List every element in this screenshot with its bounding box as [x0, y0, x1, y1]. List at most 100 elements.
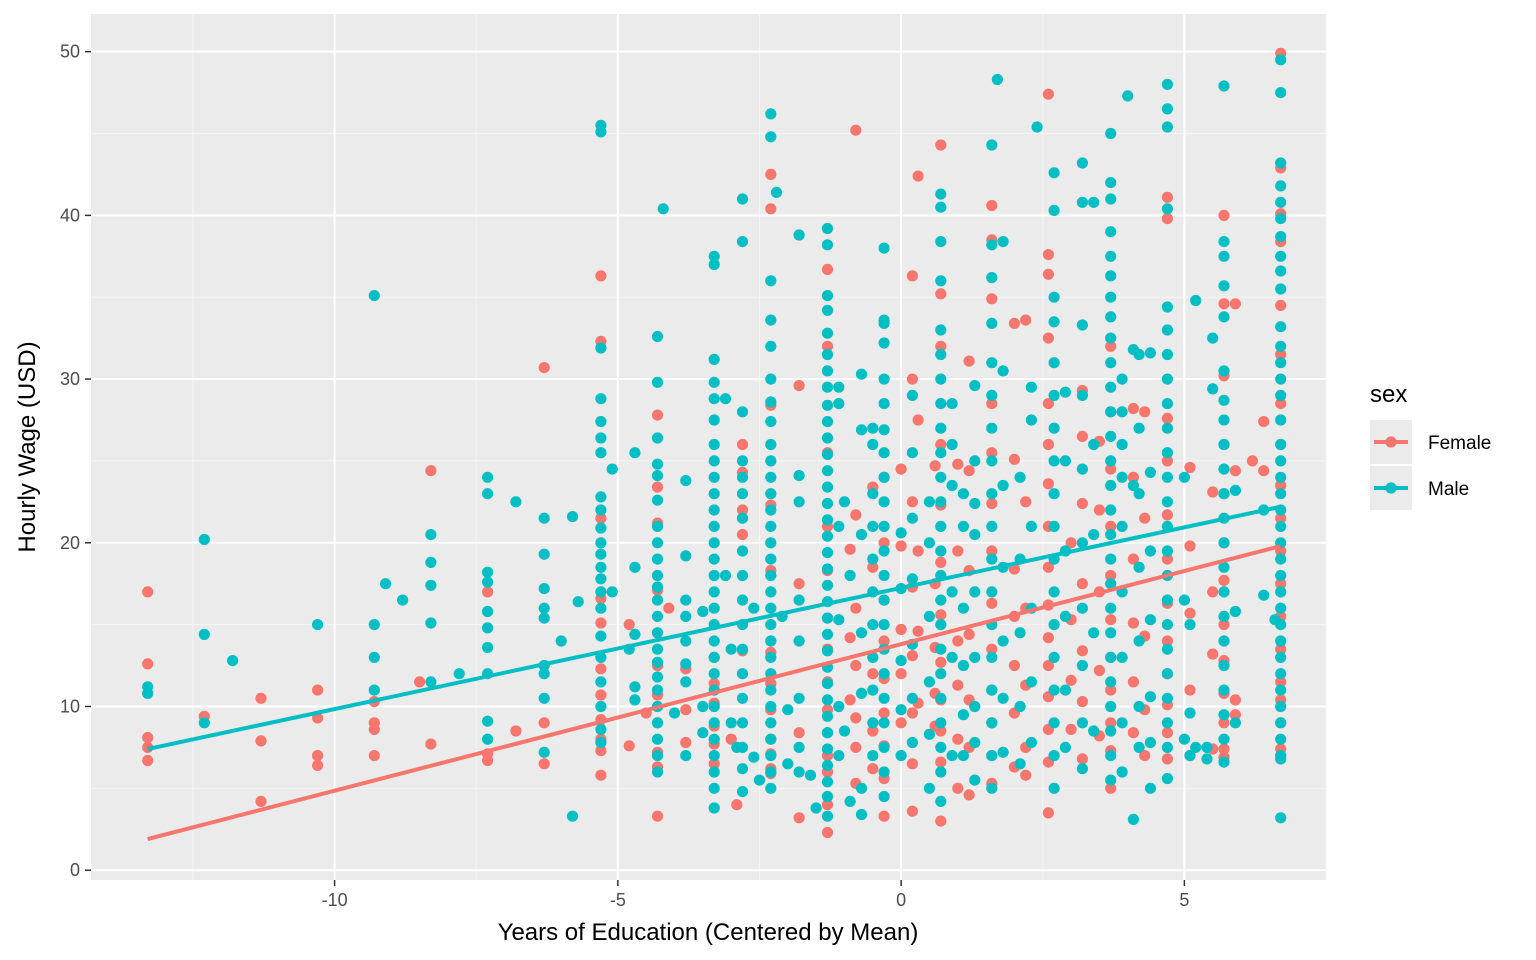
x-tick-label: -5 [610, 890, 626, 910]
data-point [1105, 504, 1117, 516]
data-point [821, 514, 834, 526]
data-point [1275, 520, 1287, 533]
data-point [595, 700, 607, 713]
data-point [935, 422, 947, 434]
data-point [793, 727, 805, 739]
data-point [1133, 348, 1145, 361]
data-point [1133, 422, 1145, 434]
data-point [1275, 265, 1287, 277]
data-point [1127, 553, 1139, 565]
data-point [1127, 617, 1139, 629]
data-point [680, 736, 692, 749]
data-point [867, 684, 879, 696]
data-point [1105, 627, 1117, 639]
data-point [368, 723, 380, 736]
data-point [906, 758, 919, 770]
data-point [821, 759, 834, 772]
data-point [969, 380, 981, 392]
data-point [850, 741, 862, 754]
data-point [719, 569, 732, 582]
data-point [969, 497, 981, 510]
data-point [1275, 700, 1287, 713]
data-point [935, 668, 947, 680]
data-point [1133, 741, 1145, 754]
data-point [1088, 627, 1100, 639]
regression-lines [147, 504, 1282, 842]
data-point [867, 520, 879, 533]
data-point [657, 203, 669, 215]
data-point [595, 270, 607, 282]
data-point [986, 545, 998, 557]
data-point [708, 758, 720, 770]
data-point [368, 619, 380, 631]
data-point [1275, 250, 1287, 262]
data-point [1229, 605, 1241, 618]
data-point [1105, 226, 1117, 238]
data-point [1218, 561, 1230, 573]
data-point [629, 681, 641, 693]
x-axis: -10 -5 0 5 [322, 880, 1189, 910]
data-point [697, 700, 709, 713]
data-point [595, 617, 607, 629]
data-point [708, 488, 720, 500]
data-point [595, 548, 607, 560]
data-point [1161, 509, 1173, 521]
data-point [368, 684, 380, 696]
data-point [1184, 607, 1196, 619]
data-point [986, 520, 998, 533]
data-point [1161, 772, 1173, 785]
data-point [1275, 357, 1287, 369]
data-point [736, 594, 749, 606]
data-point [1020, 769, 1032, 781]
data-point [793, 741, 805, 754]
data-point [878, 569, 890, 582]
data-point [946, 438, 958, 451]
data-point [1161, 727, 1173, 739]
data-point [651, 627, 664, 639]
data-point [1161, 78, 1173, 90]
legend-item-female: Female [1370, 420, 1491, 464]
data-point [1020, 314, 1032, 326]
data-point [1059, 610, 1071, 623]
data-point [844, 795, 856, 808]
data-point [651, 671, 664, 683]
data-point [1088, 529, 1100, 541]
data-point [651, 481, 664, 493]
data-point [844, 569, 856, 582]
data-point [1048, 422, 1060, 434]
data-point [997, 479, 1009, 492]
data-point [680, 658, 692, 670]
data-point [923, 728, 936, 740]
data-point [1116, 438, 1128, 451]
data-point [606, 586, 618, 598]
data-point [878, 619, 890, 631]
data-point [906, 805, 919, 817]
data-point [708, 376, 720, 388]
data-point [1048, 586, 1060, 598]
data-point [566, 510, 579, 523]
data-point [651, 409, 664, 421]
data-point [1218, 298, 1230, 310]
data-point [1042, 88, 1054, 100]
data-point [1161, 619, 1173, 631]
data-point [1218, 756, 1230, 768]
data-point [929, 460, 941, 472]
data-point [1275, 373, 1287, 385]
data-point [1014, 700, 1026, 713]
data-point [765, 750, 777, 762]
data-point [1042, 249, 1054, 261]
data-point [833, 700, 845, 713]
data-point [821, 448, 834, 460]
data-point [1008, 453, 1021, 465]
data-point [708, 414, 720, 426]
data-point [935, 340, 947, 352]
data-point [1105, 455, 1117, 467]
data-point [1161, 643, 1173, 655]
data-point [952, 679, 964, 691]
data-point [1127, 479, 1139, 492]
data-point [782, 704, 794, 716]
data-point [765, 504, 777, 516]
data-point [1076, 389, 1088, 401]
data-point [1076, 497, 1088, 510]
